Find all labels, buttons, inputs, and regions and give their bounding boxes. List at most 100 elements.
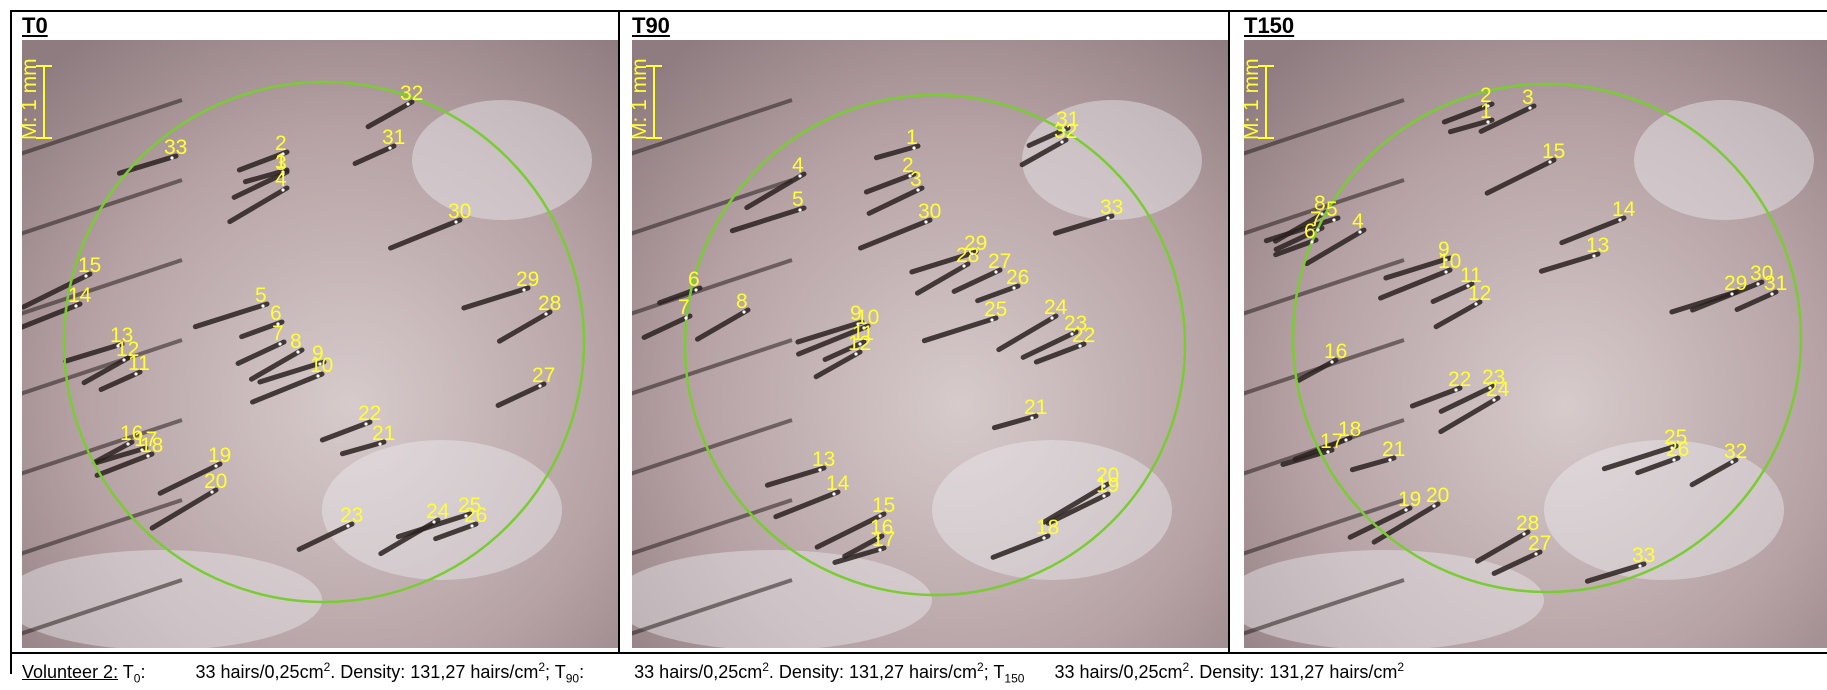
hair-marker-dot bbox=[406, 102, 410, 106]
hair-marker-dot bbox=[1486, 104, 1490, 108]
hair-marker-label: 12 bbox=[848, 332, 871, 355]
hair-marker-dot bbox=[261, 304, 265, 308]
hair-marker-label: 12 bbox=[116, 338, 139, 361]
hair-marker-label: 31 bbox=[382, 126, 405, 149]
scale-label: M: 1 mm bbox=[632, 58, 651, 140]
hair-marker-label: 15 bbox=[1542, 140, 1565, 163]
hair-marker-dot bbox=[1344, 438, 1348, 442]
hair-marker-label: 9 bbox=[312, 342, 324, 365]
hair-marker-dot bbox=[1672, 458, 1676, 462]
hair-strand bbox=[1409, 385, 1463, 409]
hair-marker-label: 3 bbox=[910, 168, 922, 191]
hair-marker-label: 16 bbox=[120, 422, 143, 445]
hair-strand bbox=[157, 461, 223, 496]
hair-strand bbox=[1244, 258, 1405, 316]
hair-marker-dot bbox=[912, 146, 916, 150]
hair-marker-dot bbox=[1488, 386, 1492, 390]
roi-circle bbox=[683, 93, 1187, 597]
hair-strand bbox=[22, 271, 93, 310]
hair-strand bbox=[1635, 455, 1681, 476]
scale-label: M: 1 mm bbox=[1244, 58, 1263, 140]
hair-strand bbox=[1371, 501, 1441, 545]
hair-marker-label: 16 bbox=[870, 516, 893, 539]
hair-strand bbox=[1273, 225, 1325, 252]
hair-marker-label: 20 bbox=[1096, 464, 1119, 487]
hair-strand bbox=[975, 283, 1021, 304]
hair-marker-label: 28 bbox=[1516, 512, 1539, 535]
hair-marker-label: 23 bbox=[1482, 366, 1505, 389]
hair-marker-dot bbox=[990, 318, 994, 322]
hair-marker-dot bbox=[1102, 494, 1106, 498]
hair-marker-label: 22 bbox=[358, 402, 381, 425]
hair-marker-label: 14 bbox=[826, 472, 850, 495]
hair-marker-dot bbox=[1466, 284, 1470, 288]
hair-marker-dot bbox=[1062, 128, 1066, 132]
hair-strand bbox=[1347, 505, 1413, 540]
hair-marker-dot bbox=[862, 326, 866, 330]
panel-title-t150: T150 bbox=[1244, 13, 1295, 38]
hair-strand bbox=[242, 167, 290, 185]
scale-label: M: 1 mm bbox=[22, 58, 41, 140]
hair-strand bbox=[1244, 498, 1405, 556]
hair-marker-dot bbox=[1358, 230, 1362, 234]
hair-strand bbox=[914, 261, 971, 296]
hair-strand bbox=[227, 185, 290, 225]
hair-strand bbox=[1272, 209, 1329, 244]
hair-strand bbox=[991, 413, 1039, 431]
hair-marker-label: 24 bbox=[426, 500, 450, 523]
hair-marker-dot bbox=[858, 342, 862, 346]
hair-strand bbox=[22, 301, 83, 330]
hair-strand bbox=[813, 349, 863, 380]
hair-marker-label: 14 bbox=[68, 284, 92, 307]
hair-marker-label: 8 bbox=[1314, 192, 1326, 215]
hair-marker-dot bbox=[694, 288, 698, 292]
hair-strand bbox=[149, 487, 219, 531]
trichogram-t90: M: 1 mm123456789101112131415161718192021… bbox=[632, 40, 1228, 648]
hair-marker-label: 13 bbox=[812, 448, 835, 471]
hair-marker-dot bbox=[916, 188, 920, 192]
hair-marker-label: 29 bbox=[1724, 272, 1747, 295]
hair-strand bbox=[1433, 299, 1483, 330]
hair-strand bbox=[192, 301, 270, 330]
hair-marker-label: 1 bbox=[275, 150, 287, 173]
hair-strand bbox=[1441, 101, 1495, 125]
hair-marker-label: 3 bbox=[275, 152, 287, 175]
hair-strand bbox=[1052, 213, 1115, 236]
hair-strand bbox=[729, 205, 807, 234]
hair-marker-label: 9 bbox=[850, 302, 862, 325]
hair-strand bbox=[395, 511, 473, 540]
hair-strand bbox=[236, 149, 290, 173]
hair-marker-label: 16 bbox=[1324, 340, 1347, 363]
hair-marker-dot bbox=[908, 174, 912, 178]
hair-marker-dot bbox=[1492, 398, 1496, 402]
figure-caption: Volunteer 2: T0: 33 hairs/0,25cm2. Densi… bbox=[22, 656, 1404, 690]
hair-marker-dot bbox=[1102, 484, 1106, 488]
hair-strand bbox=[461, 285, 531, 311]
hair-marker-dot bbox=[1522, 532, 1526, 536]
hair-marker-label: 11 bbox=[852, 322, 874, 345]
hair-marker-label: 21 bbox=[1382, 438, 1405, 461]
hair-strand bbox=[22, 338, 183, 396]
hair-marker-dot bbox=[1474, 302, 1478, 306]
caption-t0-label: T0: bbox=[122, 662, 146, 686]
hair-strand bbox=[1438, 383, 1497, 414]
skin-background bbox=[1244, 40, 1827, 648]
hair-strand bbox=[1584, 561, 1647, 584]
hair-marker-dot bbox=[962, 264, 966, 268]
hair-marker-label: 19 bbox=[1096, 474, 1119, 497]
hair-marker-label: 30 bbox=[448, 200, 471, 223]
hair-strand bbox=[858, 217, 933, 251]
hair-marker-dot bbox=[134, 372, 138, 376]
hair-marker-dot bbox=[1534, 552, 1538, 556]
hair-marker-dot bbox=[1326, 450, 1330, 454]
hair-strand bbox=[632, 338, 793, 396]
hair-strand bbox=[866, 185, 925, 216]
hair-marker-dot bbox=[140, 448, 144, 452]
hair-marker-label: 27 bbox=[988, 250, 1011, 273]
hair-marker-label: 8 bbox=[736, 290, 748, 313]
hair-marker-label: 10 bbox=[856, 306, 879, 329]
hair-marker-label: 10 bbox=[1438, 250, 1461, 273]
hair-marker-dot bbox=[538, 384, 542, 388]
hair-strand bbox=[231, 169, 290, 200]
hair-strand bbox=[22, 578, 183, 636]
